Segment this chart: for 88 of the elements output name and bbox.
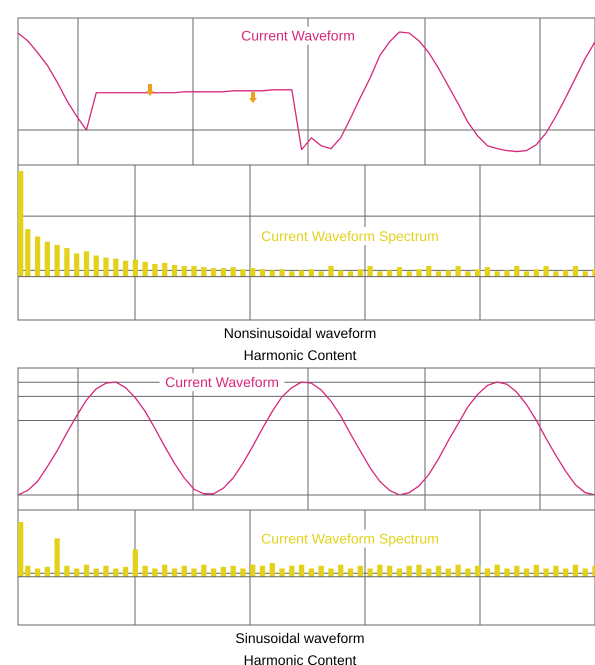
- bar: [74, 568, 80, 577]
- bar: [543, 266, 549, 277]
- bar: [34, 236, 40, 277]
- bar: [84, 251, 90, 277]
- chart-title: Current Waveform: [241, 28, 355, 44]
- bar: [358, 566, 363, 577]
- text: Current Waveform Spectrum: [261, 228, 439, 244]
- bar: [230, 267, 236, 277]
- bar: [94, 255, 99, 277]
- bar: [426, 266, 432, 277]
- bar: [494, 564, 500, 577]
- bar: [54, 538, 60, 577]
- bar: [270, 563, 275, 577]
- bar: [220, 268, 226, 277]
- bar: [416, 269, 422, 277]
- bar: [446, 568, 451, 577]
- bar: [94, 568, 99, 577]
- bar: [132, 549, 138, 577]
- bar: [455, 266, 461, 277]
- bar: [572, 266, 578, 277]
- bar: [230, 566, 236, 577]
- bar: [328, 266, 334, 277]
- bar: [84, 564, 90, 577]
- bar: [250, 268, 256, 277]
- bar: [103, 258, 109, 277]
- bar: [298, 270, 304, 277]
- text: Current Waveform Spectrum: [261, 530, 439, 547]
- bar: [64, 248, 70, 277]
- bar: [367, 266, 373, 277]
- bar: [74, 253, 80, 277]
- bar: [250, 564, 256, 577]
- text: Harmonic Content: [244, 652, 357, 665]
- bar: [338, 270, 344, 277]
- bar: [220, 566, 226, 577]
- bar: [240, 269, 246, 277]
- bar: [465, 568, 471, 577]
- bar: [318, 566, 324, 577]
- bar: [142, 566, 148, 577]
- bar: [475, 269, 480, 277]
- bar: [54, 244, 60, 277]
- bar: [446, 270, 451, 277]
- chart-title: Current Waveform: [165, 374, 279, 390]
- bar: [113, 258, 118, 277]
- bar: [44, 242, 50, 277]
- bar: [455, 564, 461, 577]
- bar: [201, 267, 206, 277]
- bar: [260, 269, 266, 277]
- bar: [152, 264, 158, 277]
- bar: [142, 262, 148, 277]
- bar: [416, 564, 422, 577]
- bar: [514, 566, 520, 577]
- bar: [191, 266, 197, 277]
- bar: [44, 566, 50, 577]
- text: Nonsinusoidal waveform: [224, 325, 376, 341]
- bar: [534, 564, 539, 577]
- bar: [534, 269, 539, 277]
- bar: [406, 566, 412, 577]
- bar: [386, 270, 392, 277]
- bar: [386, 566, 392, 577]
- bar: [270, 270, 275, 277]
- bar: [396, 267, 402, 277]
- bar: [298, 564, 304, 577]
- bar: [308, 568, 314, 577]
- bar: [426, 568, 432, 577]
- bar: [582, 568, 588, 577]
- bar: [289, 566, 294, 577]
- bar: [182, 266, 187, 277]
- bar: [162, 262, 168, 277]
- bar: [338, 564, 344, 577]
- bar: [358, 269, 363, 277]
- bar: [484, 267, 490, 277]
- bar: [514, 266, 520, 277]
- bar: [279, 269, 285, 277]
- bar: [182, 566, 187, 577]
- bar: [572, 564, 578, 577]
- bar: [113, 568, 118, 577]
- bar: [475, 566, 480, 577]
- bar: [132, 260, 138, 277]
- bar: [377, 564, 382, 577]
- bar: [162, 564, 168, 577]
- bar: [553, 566, 559, 577]
- text: Sinusoidal waveform: [235, 630, 365, 646]
- bar: [122, 260, 128, 277]
- bar: [201, 564, 206, 577]
- bar: [308, 269, 314, 277]
- text: Harmonic Content: [244, 347, 357, 363]
- bar: [563, 270, 568, 277]
- bar: [563, 568, 568, 577]
